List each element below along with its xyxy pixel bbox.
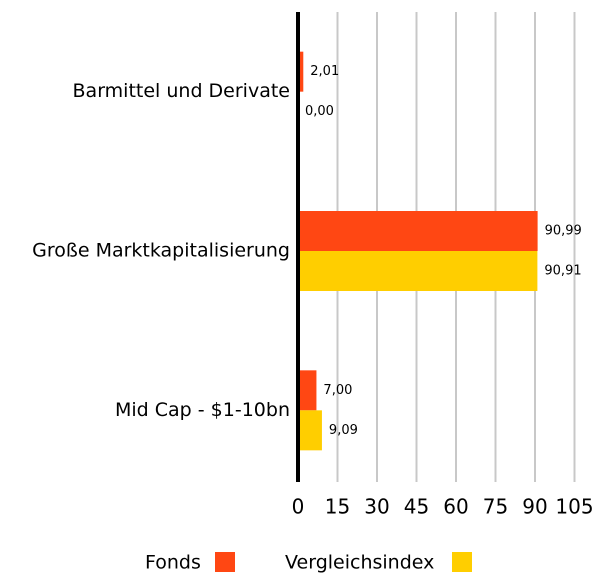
x-tick-label: 45 — [404, 495, 429, 519]
x-tick-label: 15 — [325, 495, 350, 519]
x-tick-label: 105 — [555, 495, 593, 519]
value-label: 90,91 — [544, 264, 581, 279]
value-label: 0,00 — [305, 104, 334, 119]
value-label: 2,01 — [310, 64, 339, 79]
bar — [298, 211, 538, 251]
x-tick-label: 60 — [443, 495, 468, 519]
bar — [298, 370, 317, 411]
x-tick-label: 30 — [364, 495, 389, 519]
legend-swatch — [452, 552, 472, 572]
value-label: 9,09 — [329, 423, 358, 438]
category-label: Barmittel und Derivate — [73, 80, 290, 102]
category-label: Große Marktkapitalisierung — [32, 240, 290, 262]
legend-label: Fonds — [145, 552, 201, 574]
bar — [298, 410, 322, 451]
legend-label: Vergleichsindex — [285, 552, 434, 574]
bar — [298, 251, 538, 291]
value-label: 90,99 — [545, 224, 582, 239]
x-tick-label: 90 — [522, 495, 547, 519]
value-label: 7,00 — [323, 383, 352, 398]
bar — [298, 51, 304, 92]
x-tick-label: 0 — [292, 495, 305, 519]
category-label: Mid Cap - $1-10bn — [115, 399, 290, 421]
x-tick-label: 75 — [483, 495, 508, 519]
legend-swatch — [215, 552, 235, 572]
